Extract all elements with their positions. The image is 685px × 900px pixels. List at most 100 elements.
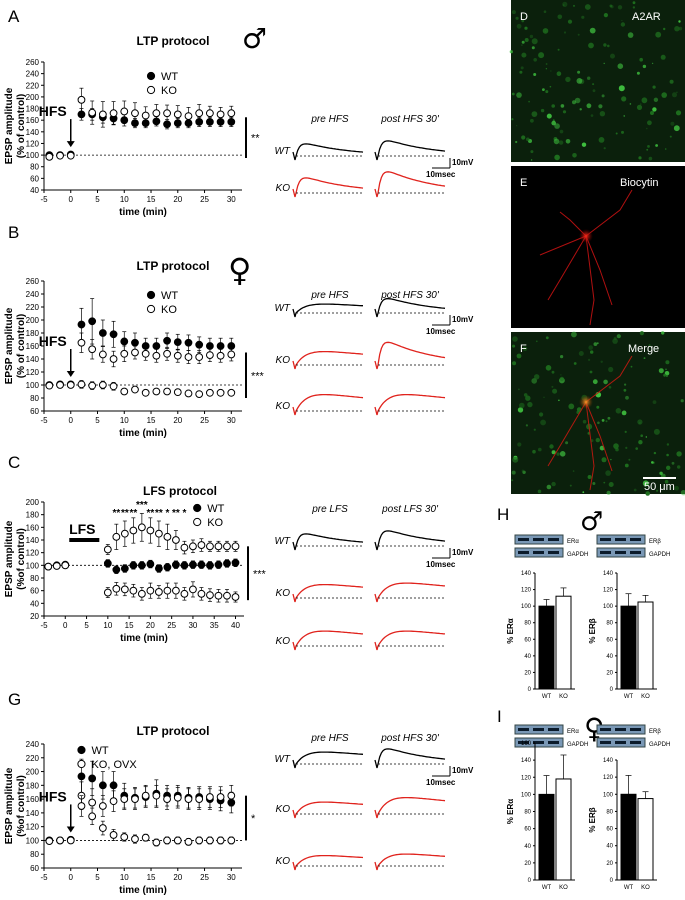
data-point-wt	[223, 559, 231, 568]
data-point-ko	[120, 529, 129, 538]
category-label: WT	[542, 694, 552, 700]
x-tick-label: 5	[95, 195, 100, 204]
significance-asterisk: **	[121, 508, 129, 519]
speckle	[653, 428, 660, 435]
speckle	[673, 125, 680, 132]
y-tick-label: 140	[26, 809, 40, 818]
speckle	[528, 100, 530, 103]
data-point-ko	[163, 795, 171, 804]
data-point-ko	[184, 389, 193, 398]
epsp-trace-post	[374, 853, 446, 871]
speckle	[610, 458, 612, 461]
y-tick-label: 240	[26, 70, 40, 79]
speckle	[511, 118, 514, 121]
x-tick-label: 0	[69, 873, 74, 882]
speckle	[587, 76, 591, 80]
speckle	[581, 15, 585, 19]
data-point-ko	[109, 797, 118, 806]
speckle	[533, 73, 537, 76]
speckle	[543, 10, 547, 13]
y-tick-label: 160	[26, 342, 40, 351]
micrograph-biocytin: E Biocytin	[511, 166, 685, 328]
speckle	[646, 127, 648, 130]
speckle	[601, 94, 605, 98]
y-axis-label-2: (% of control)	[16, 94, 27, 158]
speckle	[647, 120, 652, 126]
speckle	[621, 130, 624, 134]
speckle	[532, 449, 536, 454]
speckle	[551, 481, 556, 487]
speckle	[666, 443, 670, 446]
speckle	[621, 19, 623, 22]
data-point-ko	[172, 586, 180, 595]
y-axis-label-2: (%of control)	[16, 775, 27, 837]
data-point-wt	[154, 564, 163, 573]
speckle	[515, 140, 518, 144]
y-tick-label: 120	[26, 549, 40, 558]
speckle	[559, 129, 564, 134]
blot-band	[548, 538, 559, 541]
speckle	[621, 410, 627, 416]
significance-asterisk: **	[172, 508, 180, 519]
blot-band	[615, 728, 626, 731]
speckle	[521, 44, 523, 46]
speckle	[640, 434, 643, 438]
data-point-ko	[120, 387, 129, 396]
blot-label: GAPDH	[649, 552, 670, 558]
data-point-ko	[103, 588, 112, 597]
y-axis-label-2: (% of control)	[16, 314, 27, 378]
speckle	[665, 374, 669, 377]
speckle	[523, 393, 528, 397]
speckle	[512, 344, 516, 348]
data-point-ko	[141, 791, 150, 800]
y-tick-label: 20	[524, 670, 531, 676]
blot-band	[600, 538, 611, 541]
significance-label: *	[251, 813, 256, 825]
speckle	[648, 344, 651, 347]
speckle	[651, 62, 654, 65]
speckle	[625, 446, 628, 449]
y-tick-label: 40	[30, 599, 39, 608]
speckle	[592, 83, 595, 86]
x-tick-label: 20	[173, 873, 182, 882]
label-a2ar: A2AR	[632, 11, 661, 23]
legend-label: WT	[91, 745, 108, 757]
speckle	[521, 469, 525, 473]
speckle	[603, 147, 606, 150]
speckle	[531, 378, 537, 384]
data-point-ko	[172, 536, 180, 544]
data-point-ko	[98, 802, 107, 810]
speckle	[661, 92, 667, 98]
speckle	[605, 420, 608, 423]
y-tick-label: 200	[26, 768, 40, 777]
data-point-ko	[227, 350, 236, 359]
data-point-ko	[231, 542, 240, 551]
blot-band	[533, 551, 544, 554]
speckle	[613, 443, 619, 449]
speckle	[527, 401, 533, 408]
speckle	[543, 396, 545, 398]
speckle	[608, 482, 614, 487]
data-point-wt	[152, 342, 161, 350]
speckle	[647, 145, 650, 148]
speckle	[545, 63, 548, 65]
male-symbol-A: ♂	[242, 22, 267, 55]
speckle	[540, 419, 546, 426]
speckle	[670, 121, 675, 126]
data-point-wt	[231, 558, 240, 567]
speckle	[530, 118, 534, 123]
stim-label: LFS	[69, 521, 95, 537]
y-tick-label: 140	[521, 758, 532, 764]
blot-band	[548, 741, 559, 744]
speckle	[572, 470, 575, 472]
significance-asterisk: **	[112, 508, 120, 519]
y-tick-label: 40	[524, 844, 531, 850]
data-point-ko	[120, 795, 129, 804]
epsp-trace-pre	[292, 350, 364, 370]
y-tick-label: 40	[524, 654, 531, 660]
x-tick-label: 5	[95, 416, 100, 425]
speckle	[603, 62, 605, 65]
speckle	[511, 479, 514, 482]
x-tick-label: 25	[200, 195, 209, 204]
panel-letter-A: A	[8, 7, 20, 26]
